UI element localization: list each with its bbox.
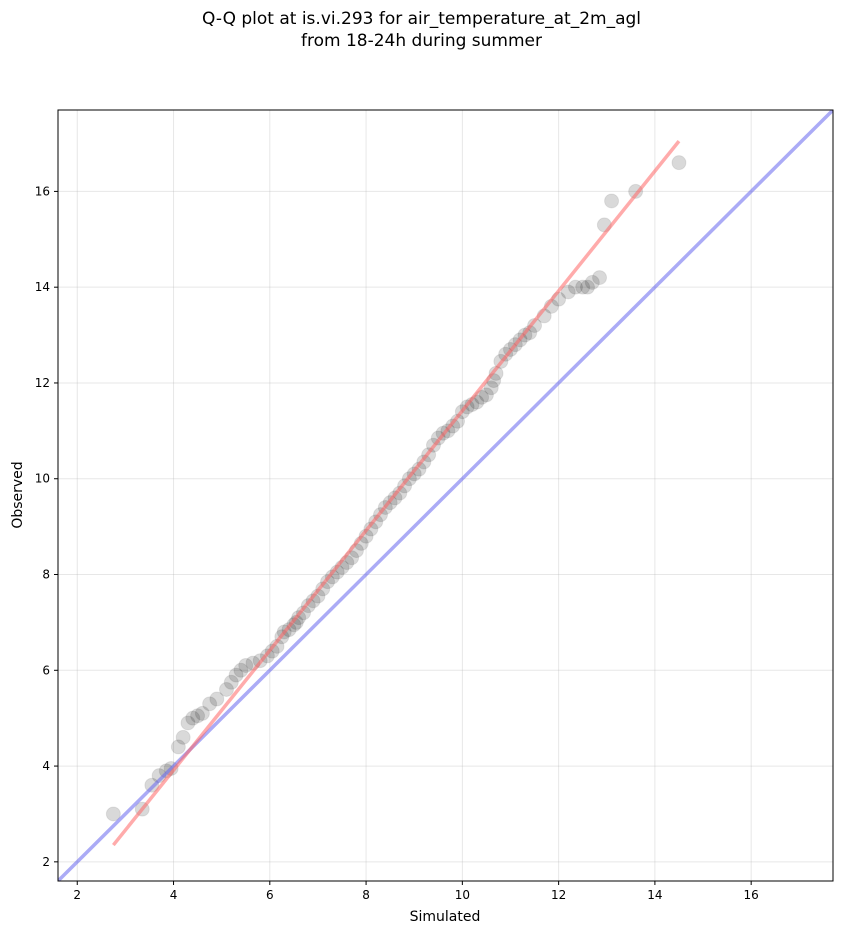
data-point (185, 710, 201, 726)
data-point (575, 279, 591, 295)
y-tick-label: 16 (35, 184, 50, 198)
grid (58, 110, 833, 881)
y-tick-label: 4 (42, 759, 50, 773)
data-point (671, 155, 687, 171)
plot-frame (57, 109, 834, 882)
chart-subtitle: from 18-24h during summer (301, 31, 542, 51)
data-point (478, 387, 494, 403)
y-tick-label: 6 (42, 663, 50, 677)
x-tick-label: 12 (551, 888, 566, 902)
x-tick-label: 2 (73, 888, 81, 902)
x-axis-label: Simulated (410, 909, 481, 925)
data-point (567, 279, 583, 295)
y-tick-label: 8 (42, 568, 50, 582)
data-point (218, 681, 234, 697)
x-tick-label: 14 (647, 888, 662, 902)
data-point (190, 708, 206, 724)
y-tick-label: 14 (35, 280, 50, 294)
data-point (175, 729, 191, 745)
data-point (194, 705, 210, 721)
y-tick-label: 2 (42, 855, 50, 869)
data-point (228, 667, 244, 683)
x-tick-label: 10 (455, 888, 470, 902)
y-tick-label: 12 (35, 376, 50, 390)
x-tick-label: 16 (744, 888, 759, 902)
data-point (105, 806, 121, 822)
chart-title: Q-Q plot at is.vi.293 for air_temperatur… (201, 9, 642, 29)
data-point (604, 193, 620, 209)
fit-line (111, 140, 681, 847)
x-tick-label: 4 (170, 888, 178, 902)
y-axis-ticks: 2 4 6 8 10 12 14 16 (35, 184, 58, 869)
data-point (483, 380, 499, 396)
data-point (170, 739, 186, 755)
data-point (584, 274, 600, 290)
data-point (180, 715, 196, 731)
identity-line (58, 110, 833, 881)
data-point (223, 674, 239, 690)
y-tick-label: 10 (35, 472, 50, 486)
x-axis-ticks: 2 4 6 8 10 12 14 16 (73, 881, 759, 902)
data-point (264, 643, 280, 659)
data-point (209, 691, 225, 707)
data-point (592, 270, 608, 286)
reference-lines (58, 110, 833, 881)
data-points (105, 155, 687, 822)
x-tick-label: 8 (362, 888, 370, 902)
data-point (238, 658, 254, 674)
data-point (560, 284, 576, 300)
data-point (233, 662, 249, 678)
y-axis-label: Observed (10, 461, 26, 528)
data-point (202, 696, 218, 712)
x-tick-label: 6 (266, 888, 274, 902)
data-point (580, 279, 596, 295)
